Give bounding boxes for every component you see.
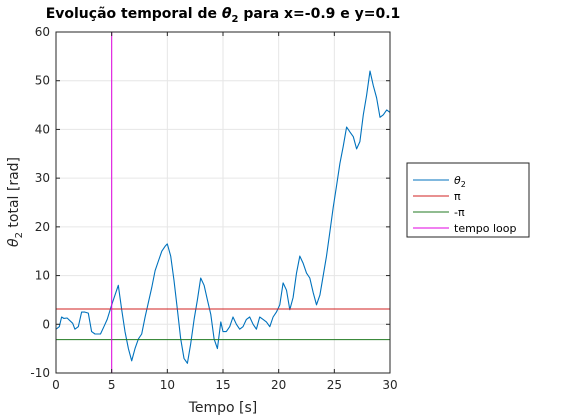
y-tick-label: 60 [35, 25, 50, 39]
plot-area [56, 32, 390, 373]
legend-label: π [454, 190, 461, 203]
legend-label: θ2 [454, 174, 466, 189]
x-tick-label: 0 [52, 378, 60, 392]
legend-label: -π [454, 206, 465, 219]
y-tick-label: 40 [35, 122, 50, 136]
y-tick-label: -10 [30, 366, 50, 380]
series-line-theta2 [56, 70, 390, 364]
chart-title: Evolução temporal de θ2 para x=-0.9 e y=… [46, 6, 401, 25]
x-tick-label: 25 [327, 378, 342, 392]
legend-label: tempo loop [454, 222, 517, 235]
legend-box [406, 162, 530, 238]
y-tick-label: 50 [35, 74, 50, 88]
y-axis-label: θ2 total [rad] [6, 157, 25, 247]
x-tick-label: 10 [160, 378, 175, 392]
x-axis-label: Tempo [s] [188, 400, 258, 416]
x-tick-label: 20 [271, 378, 286, 392]
y-tick-label: 20 [35, 220, 50, 234]
legend: θ2π -π tempo loop [406, 162, 530, 238]
x-tick-label: 30 [382, 378, 397, 392]
x-tick-label: 5 [108, 378, 116, 392]
y-tick-label: 10 [35, 269, 50, 283]
axes-box [55, 31, 391, 374]
x-tick-label: 15 [215, 378, 230, 392]
y-tick-label: 30 [35, 171, 50, 185]
y-tick-label: 0 [42, 317, 50, 331]
